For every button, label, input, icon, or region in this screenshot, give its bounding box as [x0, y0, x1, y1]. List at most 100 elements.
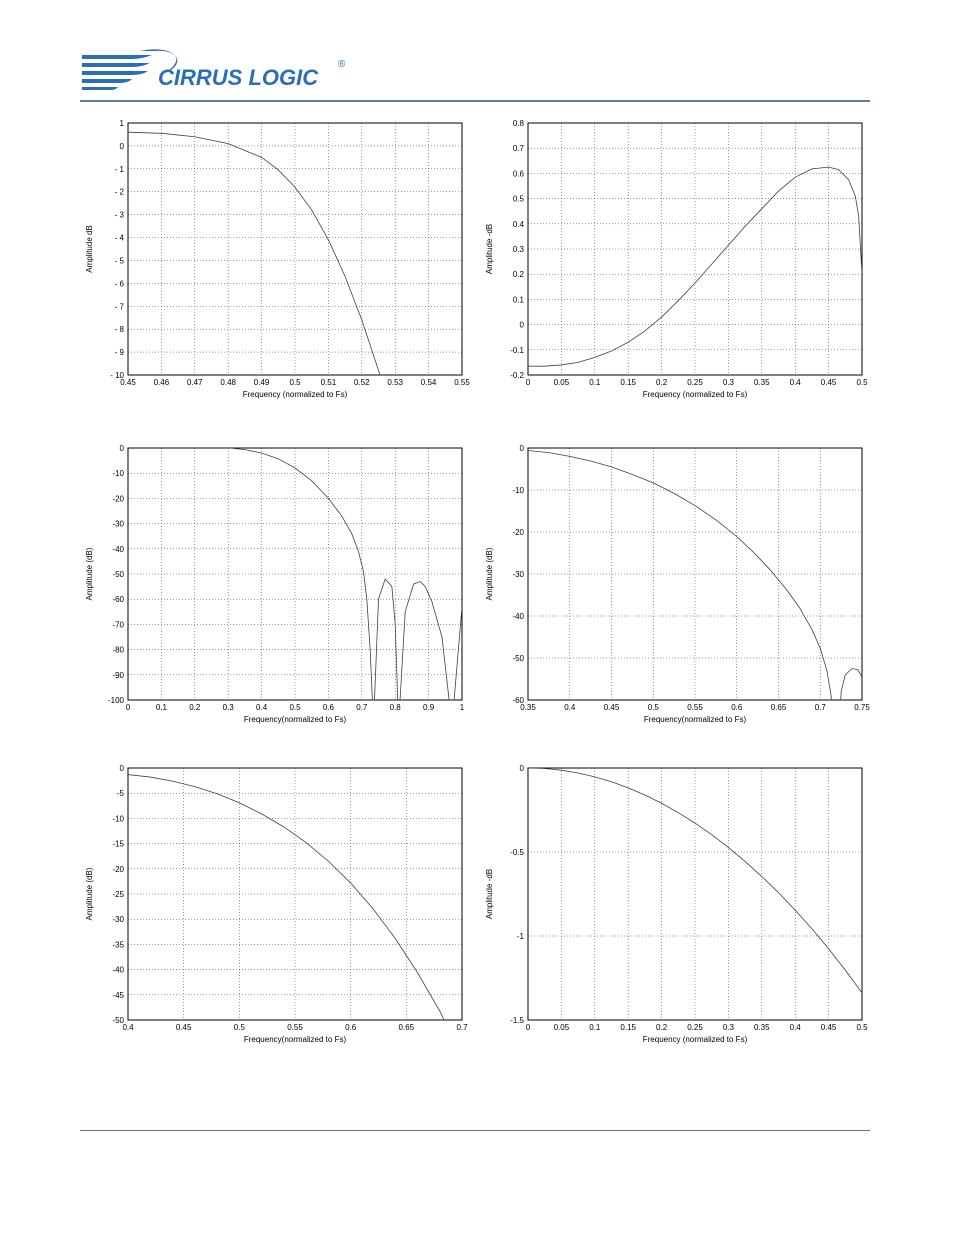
- x-axis-label: Frequency(normalized to Fs): [244, 1035, 347, 1044]
- chart-c2: 00.050.10.150.20.250.30.350.40.450.5-0.2…: [480, 115, 870, 405]
- svg-text:0.9: 0.9: [423, 703, 435, 712]
- svg-text:0.6: 0.6: [731, 703, 743, 712]
- svg-text:-0.1: -0.1: [510, 346, 524, 355]
- svg-text:0.51: 0.51: [321, 378, 337, 387]
- svg-text:-50: -50: [512, 654, 524, 663]
- svg-text:0.05: 0.05: [554, 378, 570, 387]
- svg-text:- 10: - 10: [110, 371, 124, 380]
- svg-text:-70: -70: [112, 620, 124, 629]
- svg-text:- 9: - 9: [115, 348, 125, 357]
- svg-text:-0.5: -0.5: [510, 848, 524, 857]
- svg-text:-40: -40: [112, 966, 124, 975]
- svg-text:0.48: 0.48: [220, 378, 236, 387]
- svg-text:- 6: - 6: [115, 279, 125, 288]
- svg-text:0.2: 0.2: [513, 270, 525, 279]
- svg-text:- 1: - 1: [115, 165, 125, 174]
- svg-text:-100: -100: [108, 696, 125, 705]
- svg-text:0.6: 0.6: [345, 1023, 357, 1032]
- svg-text:- 7: - 7: [115, 302, 125, 311]
- svg-text:0.45: 0.45: [176, 1023, 192, 1032]
- svg-text:-25: -25: [112, 890, 124, 899]
- svg-text:0.5: 0.5: [289, 378, 301, 387]
- svg-text:0.25: 0.25: [687, 1023, 703, 1032]
- svg-text:-90: -90: [112, 671, 124, 680]
- chart-c4: 0.350.40.450.50.550.60.650.70.75-60-50-4…: [480, 440, 870, 730]
- svg-text:0.5: 0.5: [648, 703, 660, 712]
- svg-text:-80: -80: [112, 646, 124, 655]
- svg-text:0.49: 0.49: [254, 378, 270, 387]
- svg-text:0.45: 0.45: [821, 378, 837, 387]
- svg-text:-40: -40: [512, 612, 524, 621]
- svg-text:0.46: 0.46: [154, 378, 170, 387]
- svg-text:0.45: 0.45: [604, 703, 620, 712]
- svg-text:0.2: 0.2: [656, 1023, 668, 1032]
- svg-text:-10: -10: [112, 469, 124, 478]
- svg-text:0.3: 0.3: [223, 703, 235, 712]
- svg-text:0.3: 0.3: [513, 245, 525, 254]
- y-axis-label: Amplitude -dB: [485, 224, 494, 274]
- chart-c6: 00.050.10.150.20.250.30.350.40.450.5-1.5…: [480, 760, 870, 1050]
- svg-text:0.7: 0.7: [456, 1023, 468, 1032]
- svg-text:0.4: 0.4: [790, 378, 802, 387]
- svg-text:- 8: - 8: [115, 325, 125, 334]
- svg-text:0.15: 0.15: [620, 1023, 636, 1032]
- svg-text:-45: -45: [112, 991, 124, 1000]
- svg-text:0.7: 0.7: [356, 703, 368, 712]
- svg-text:0: 0: [126, 703, 131, 712]
- y-axis-label: Amplitude (dB): [485, 547, 494, 600]
- svg-text:0: 0: [526, 378, 531, 387]
- svg-text:0.47: 0.47: [187, 378, 203, 387]
- svg-text:0.2: 0.2: [189, 703, 201, 712]
- svg-text:-10: -10: [112, 814, 124, 823]
- svg-text:0.5: 0.5: [234, 1023, 246, 1032]
- svg-text:0: 0: [120, 444, 125, 453]
- svg-text:0.7: 0.7: [815, 703, 827, 712]
- svg-text:-5: -5: [117, 789, 125, 798]
- svg-text:0: 0: [526, 1023, 531, 1032]
- svg-text:0.52: 0.52: [354, 378, 370, 387]
- svg-text:- 3: - 3: [115, 211, 125, 220]
- svg-text:-0.2: -0.2: [510, 371, 524, 380]
- svg-text:0.55: 0.55: [287, 1023, 303, 1032]
- svg-text:-50: -50: [112, 570, 124, 579]
- svg-text:-35: -35: [112, 940, 124, 949]
- logo-reg: ®: [338, 59, 346, 70]
- svg-text:0: 0: [520, 321, 525, 330]
- svg-text:0.1: 0.1: [589, 378, 601, 387]
- svg-text:0.05: 0.05: [554, 1023, 570, 1032]
- svg-text:-20: -20: [512, 528, 524, 537]
- svg-text:0.35: 0.35: [754, 1023, 770, 1032]
- svg-text:0.75: 0.75: [854, 703, 870, 712]
- x-axis-label: Frequency (normalized to Fs): [643, 1035, 748, 1044]
- svg-text:0.4: 0.4: [564, 703, 576, 712]
- svg-text:0.5: 0.5: [289, 703, 301, 712]
- svg-text:0.1: 0.1: [513, 295, 525, 304]
- svg-text:-1.5: -1.5: [510, 1016, 524, 1025]
- svg-text:0.35: 0.35: [754, 378, 770, 387]
- chart-c5: 0.40.450.50.550.60.650.7-50-45-40-35-30-…: [80, 760, 470, 1050]
- svg-text:0.8: 0.8: [390, 703, 402, 712]
- svg-text:-20: -20: [112, 865, 124, 874]
- svg-text:0.1: 0.1: [589, 1023, 601, 1032]
- svg-text:0.3: 0.3: [723, 1023, 735, 1032]
- svg-text:-50: -50: [112, 1016, 124, 1025]
- svg-text:1: 1: [120, 119, 125, 128]
- logo-text: CIRRUS LOGIC: [158, 65, 319, 90]
- svg-text:0: 0: [520, 764, 525, 773]
- svg-text:0.7: 0.7: [513, 144, 525, 153]
- header-rule: [80, 100, 870, 102]
- y-axis-label: Amplitude dB: [85, 225, 94, 273]
- svg-text:0: 0: [120, 142, 125, 151]
- svg-text:- 4: - 4: [115, 234, 125, 243]
- svg-text:0.3: 0.3: [723, 378, 735, 387]
- y-axis-label: Amplitude -dB: [485, 869, 494, 919]
- svg-text:0.45: 0.45: [821, 1023, 837, 1032]
- svg-text:-30: -30: [112, 520, 124, 529]
- y-axis-label: Amplitude (dB): [85, 867, 94, 920]
- svg-text:0.15: 0.15: [620, 378, 636, 387]
- svg-text:-40: -40: [112, 545, 124, 554]
- svg-text:0.5: 0.5: [513, 195, 525, 204]
- cirrus-logic-logo: CIRRUS LOGIC ®: [80, 45, 350, 95]
- svg-text:0.1: 0.1: [156, 703, 168, 712]
- svg-text:0.54: 0.54: [421, 378, 437, 387]
